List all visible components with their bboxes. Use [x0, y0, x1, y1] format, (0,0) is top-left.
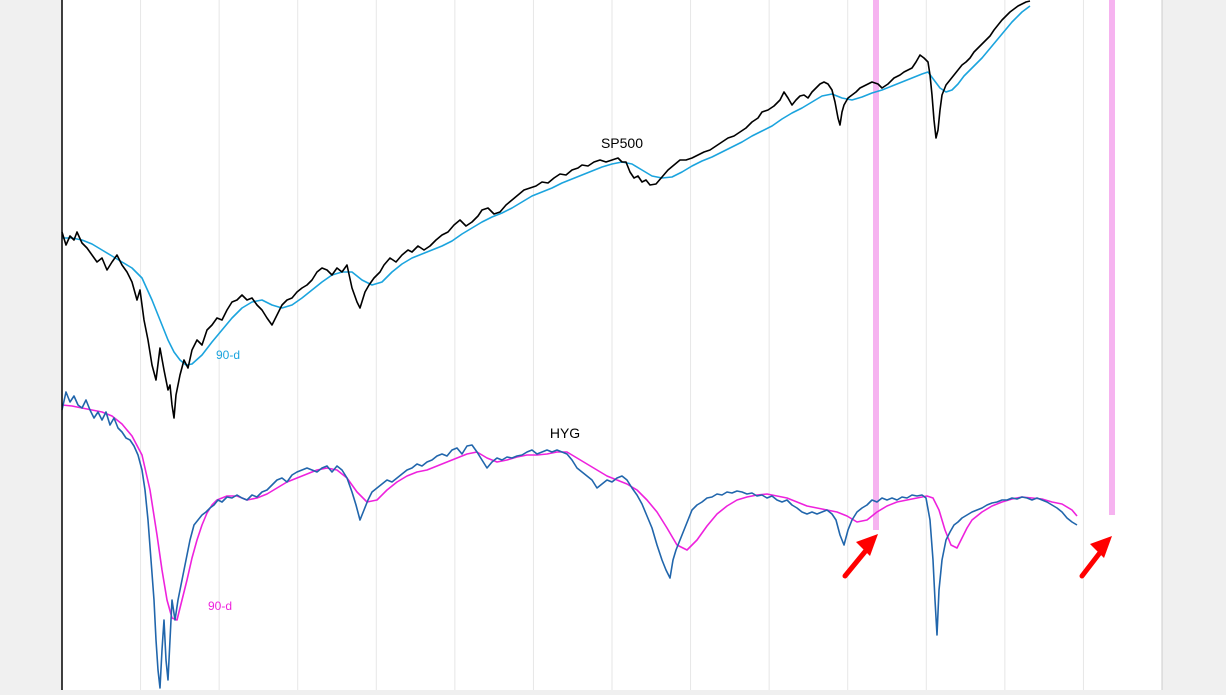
highlight-band-2: [1109, 0, 1115, 515]
sp500-price-line: [61, 0, 1031, 419]
vertical-gridlines: [140, 0, 1084, 690]
red-arrow-1: [842, 534, 878, 579]
series-layer: [61, 0, 1078, 689]
sp500-label: SP500: [601, 135, 643, 151]
red-arrow-2: [1079, 536, 1112, 579]
highlight-band-1: [873, 0, 879, 530]
sp500-ma-label: 90-d: [216, 348, 240, 362]
sp500-90d-line: [62, 5, 1031, 366]
hyg-price-line: [61, 391, 1078, 689]
highlight-bands: [873, 0, 1115, 530]
hyg-ma-label: 90-d: [208, 599, 232, 613]
annotation-arrows: [842, 534, 1112, 579]
label-layer: SP500 90-d HYG 90-d: [208, 135, 643, 613]
hyg-label: HYG: [550, 425, 580, 441]
hyg-90d-line: [61, 404, 1078, 621]
